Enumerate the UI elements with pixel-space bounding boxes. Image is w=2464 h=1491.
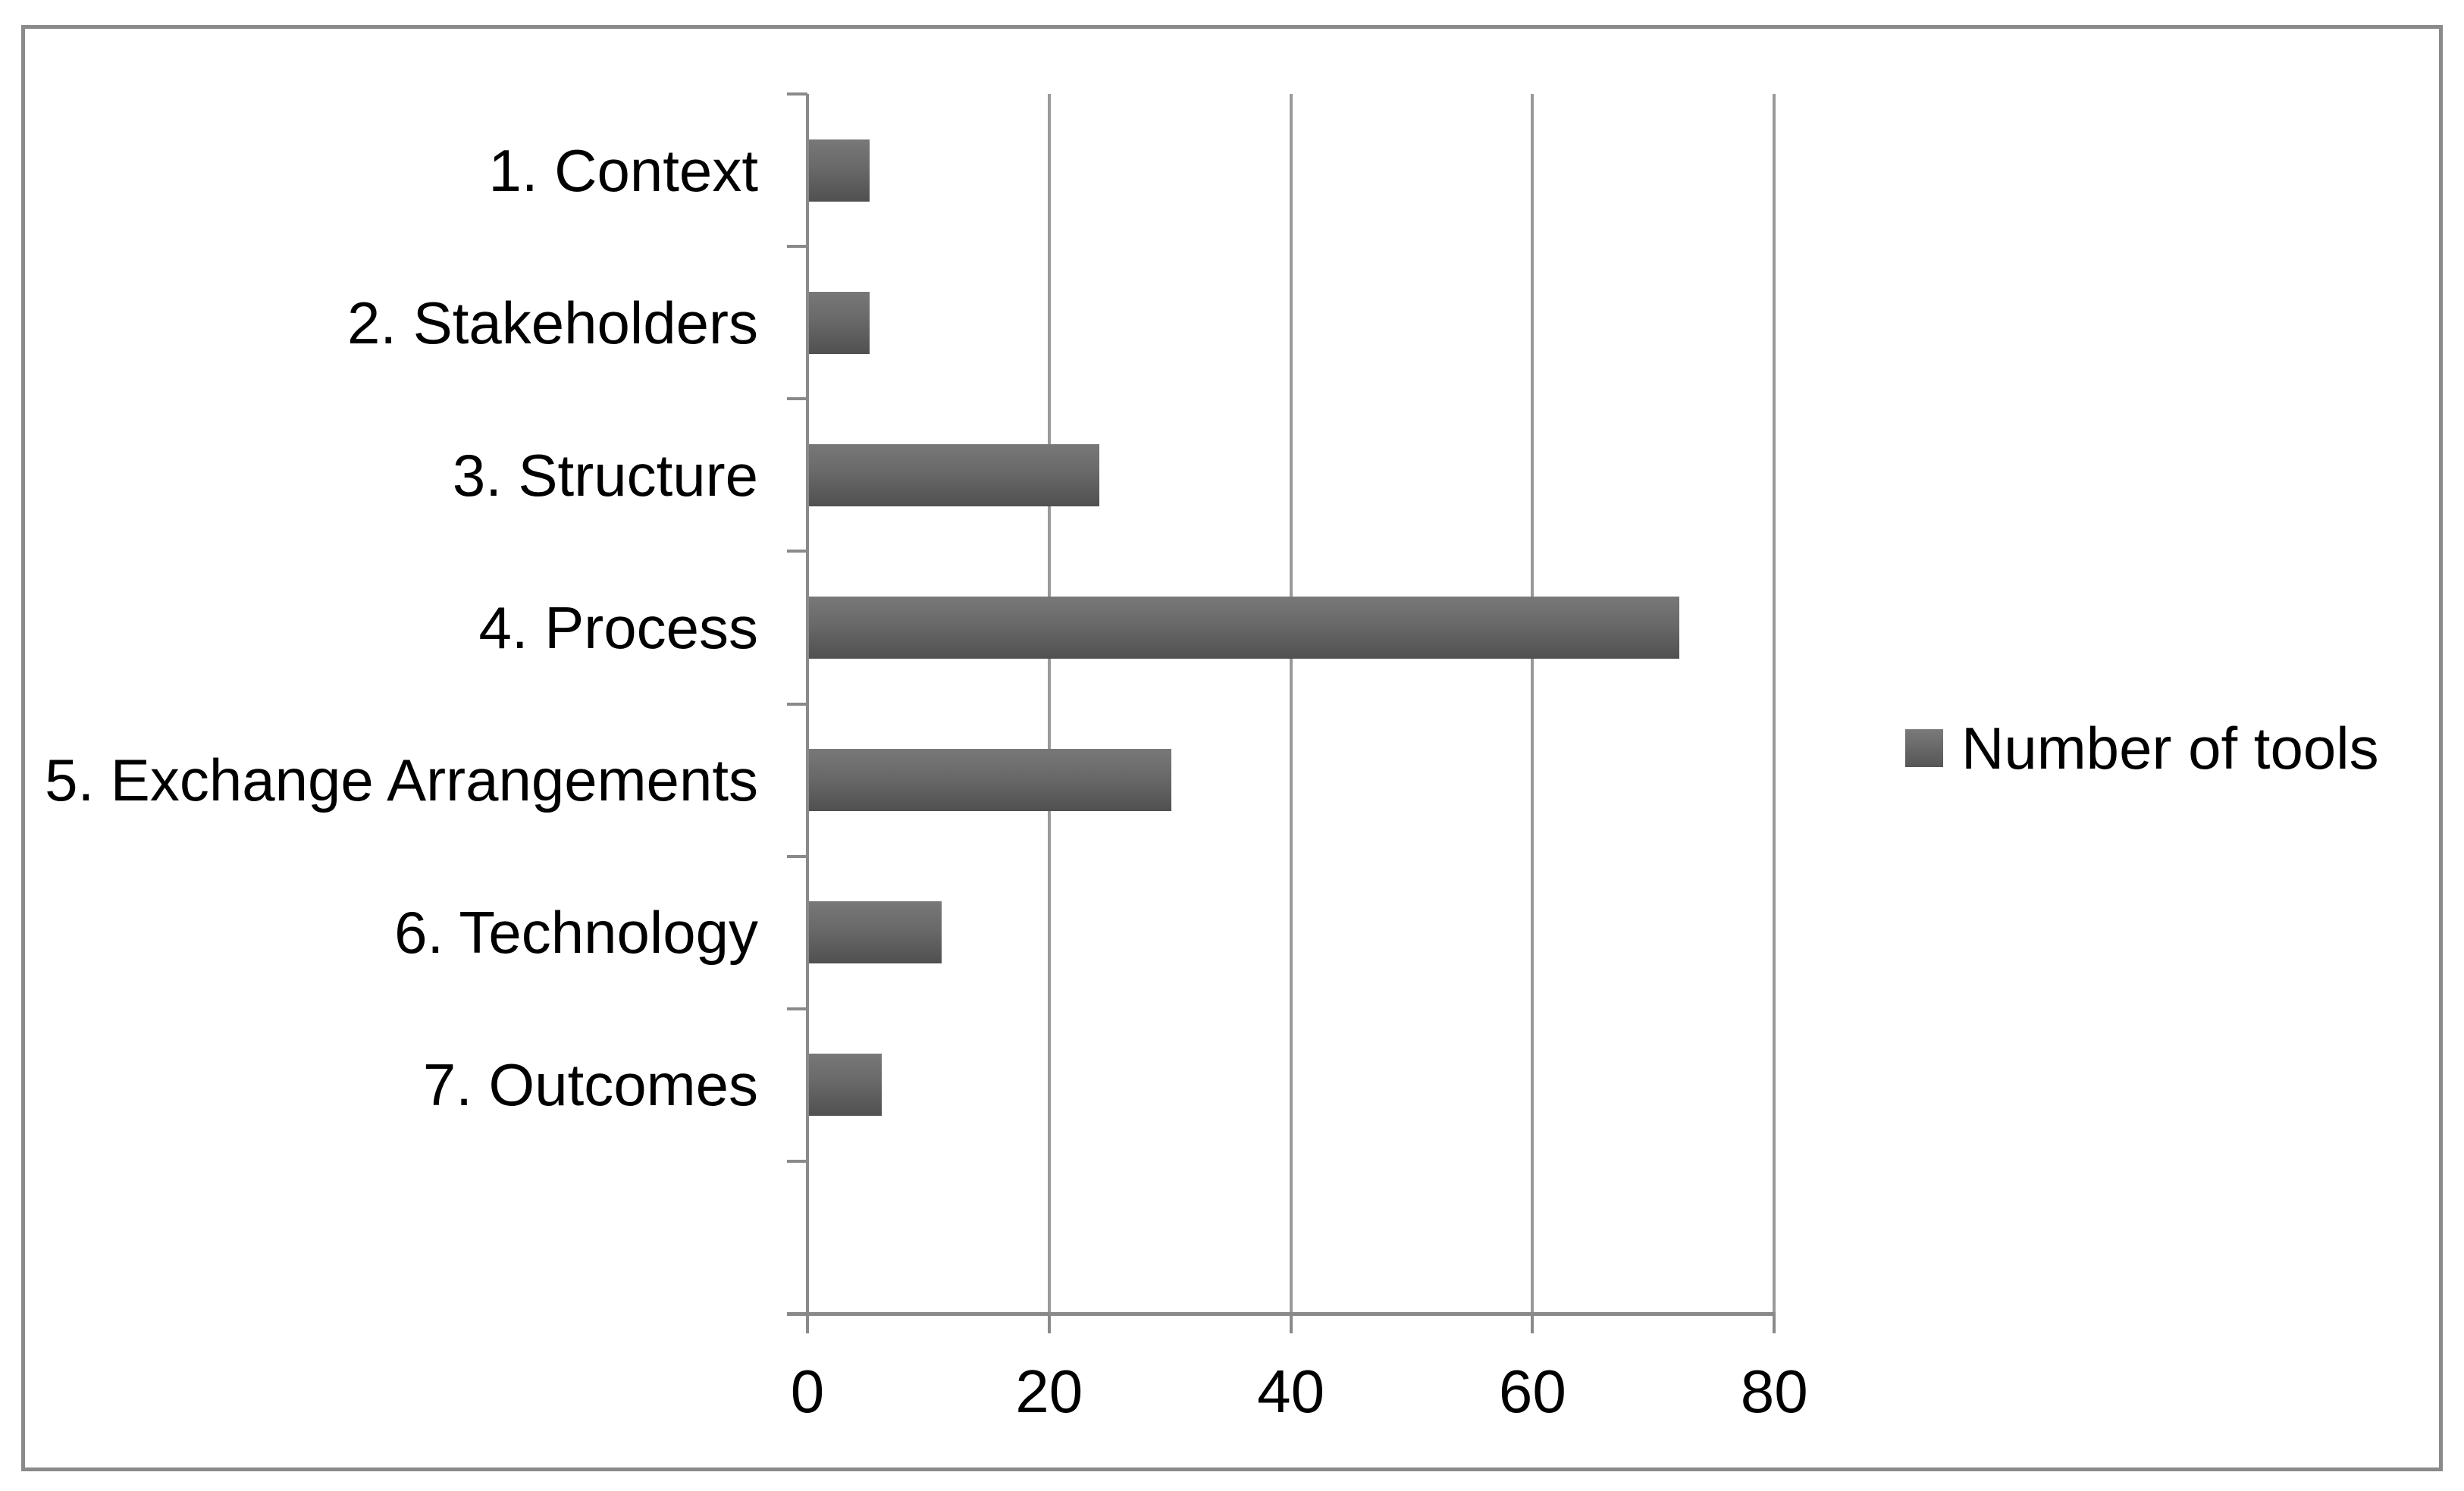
bar-7 xyxy=(809,1054,882,1116)
x-axis-tick-label-40: 40 xyxy=(1257,1358,1325,1425)
category-label-5: 5. Exchange Arrangements xyxy=(45,747,758,813)
x-tick-0 xyxy=(806,1314,809,1333)
category-label-4: 4. Process xyxy=(478,594,758,661)
x-axis-line xyxy=(787,1312,1776,1316)
category-label-2: 2. Stakeholders xyxy=(346,290,758,356)
category-boundary-tick xyxy=(787,854,807,858)
category-label-3: 3. Structure xyxy=(452,442,758,509)
legend-label: Number of tools xyxy=(1961,715,2379,782)
x-axis-tick-label-0: 0 xyxy=(790,1358,825,1425)
category-label-6: 6. Technology xyxy=(394,899,758,966)
category-boundary-tick xyxy=(787,550,807,553)
category-boundary-tick xyxy=(787,245,807,249)
bar-5 xyxy=(809,749,1171,811)
chart-frame xyxy=(21,25,2443,1471)
gridline-20 xyxy=(1047,94,1051,1314)
x-axis-tick-label-20: 20 xyxy=(1015,1358,1083,1425)
bar-1 xyxy=(809,139,870,202)
x-tick-80 xyxy=(1773,1314,1776,1333)
category-boundary-tick xyxy=(787,702,807,706)
category-label-7: 7. Outcomes xyxy=(422,1051,758,1118)
gridline-80 xyxy=(1773,94,1776,1314)
bar-6 xyxy=(809,901,942,963)
x-tick-20 xyxy=(1047,1314,1051,1333)
x-axis-tick-label-80: 80 xyxy=(1740,1358,1808,1425)
category-boundary-tick xyxy=(787,397,807,401)
category-label-1: 1. Context xyxy=(488,137,758,204)
category-boundary-tick xyxy=(787,1007,807,1010)
bar-3 xyxy=(809,444,1099,506)
x-tick-40 xyxy=(1289,1314,1293,1333)
category-boundary-tick xyxy=(787,92,807,96)
gridline-60 xyxy=(1531,94,1535,1314)
category-boundary-tick xyxy=(787,1159,807,1163)
bar-2 xyxy=(809,292,870,354)
bar-4 xyxy=(809,597,1679,659)
legend-swatch-icon xyxy=(1905,729,1943,767)
gridline-40 xyxy=(1289,94,1293,1314)
x-tick-60 xyxy=(1531,1314,1535,1333)
legend: Number of tools xyxy=(1905,717,2379,779)
y-axis-line xyxy=(806,94,809,1333)
x-axis-tick-label-60: 60 xyxy=(1498,1358,1566,1425)
